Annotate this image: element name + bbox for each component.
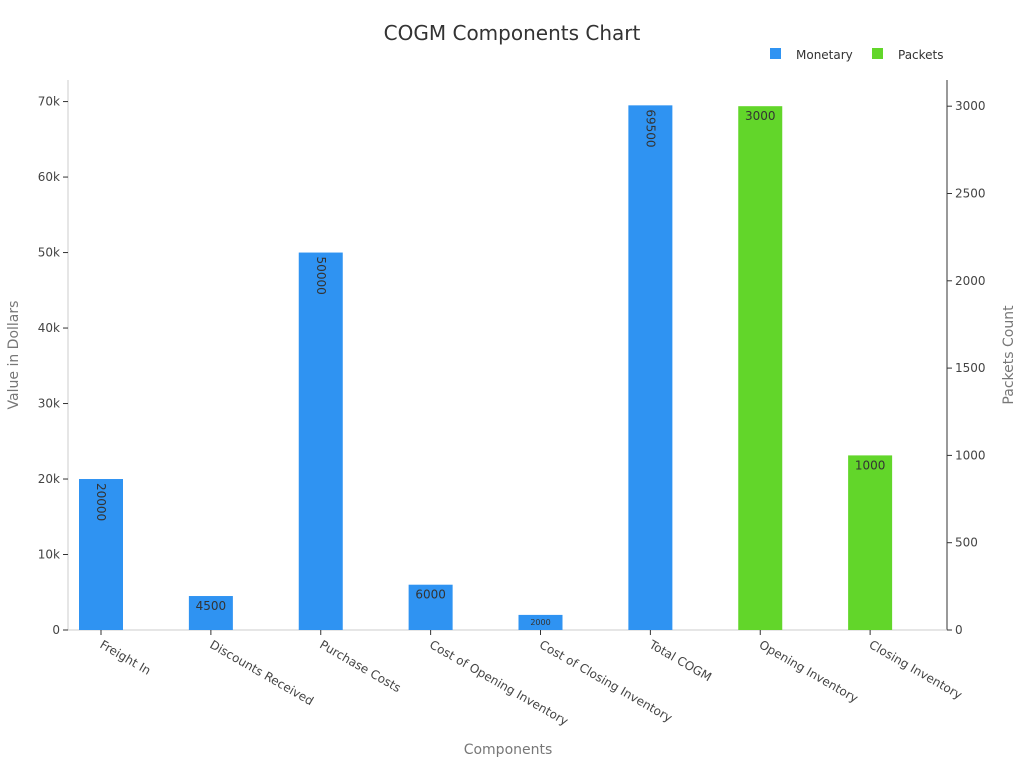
y-left-tick-label: 40k <box>38 321 60 335</box>
bar-monetary <box>628 105 673 631</box>
y-right-tick-label: 1000 <box>955 448 986 462</box>
bar-value-label: 20000 <box>94 483 108 521</box>
bar-value-label: 2000 <box>530 618 550 627</box>
y-axis-right-title: Packets Count <box>1001 305 1017 405</box>
bar-packets <box>738 106 783 630</box>
y-right-tick-label: 0 <box>955 623 963 637</box>
y-left-tick-label: 10k <box>38 548 60 562</box>
x-tick-label: Closing Inventory <box>867 637 965 702</box>
bar-monetary <box>408 584 453 630</box>
y-right-tick-label: 2500 <box>955 186 986 200</box>
y-right-tick-label: 3000 <box>955 99 986 113</box>
legend-swatch-packets <box>872 48 883 59</box>
y-left-tick-label: 50k <box>38 246 60 260</box>
bar-monetary <box>79 479 123 630</box>
y-left-tick-label: 70k <box>38 95 60 109</box>
bar-value-label: 4500 <box>196 599 227 613</box>
bar-value-label: 3000 <box>745 109 776 123</box>
y-left-tick-label: 20k <box>38 472 60 486</box>
x-axis-ticks: Freight In Discounts Received Purchase Cos… <box>98 630 965 728</box>
bar-monetary <box>518 614 563 630</box>
legend-label-packets: Packets <box>898 48 944 62</box>
y-right-tick-label: 500 <box>955 536 978 550</box>
x-tick-label: Total COGM <box>646 637 714 684</box>
chart-title: COGM Components Chart <box>384 21 641 45</box>
bar-value-label: 50000 <box>314 257 328 295</box>
y-axis-right-ticks: 0 500 1000 1500 2000 2500 3000 <box>947 99 986 637</box>
x-tick-label: Discounts Received <box>207 637 316 708</box>
legend: Monetary Packets <box>770 48 944 62</box>
bar-packets <box>848 455 893 630</box>
bar-value-label: 6000 <box>415 588 446 602</box>
legend-swatch-monetary <box>770 48 781 59</box>
bars <box>79 105 893 631</box>
legend-label-monetary: Monetary <box>796 48 853 62</box>
bar-value-label: 69500 <box>643 109 657 147</box>
bar-labels: 20000 4500 50000 6000 2000 69500 3000 1000 <box>94 109 885 627</box>
y-left-tick-label: 0 <box>52 623 60 637</box>
y-right-tick-label: 1500 <box>955 361 986 375</box>
y-axis-left-title: Value in Dollars <box>6 301 22 410</box>
bar-monetary <box>298 252 343 630</box>
x-tick-label: Purchase Costs <box>317 637 403 695</box>
x-axis-title: Components <box>464 742 553 758</box>
y-right-tick-label: 2000 <box>955 274 986 288</box>
x-tick-label: Opening Inventory <box>757 637 861 705</box>
x-tick-label: Freight In <box>98 637 154 677</box>
y-axis-left-ticks: 0 10k 20k 30k 40k 50k 60k 70k <box>38 95 68 637</box>
y-left-tick-label: 30k <box>38 397 60 411</box>
y-left-tick-label: 60k <box>38 170 60 184</box>
bar-monetary <box>188 596 233 630</box>
bar-value-label: 1000 <box>855 458 886 472</box>
